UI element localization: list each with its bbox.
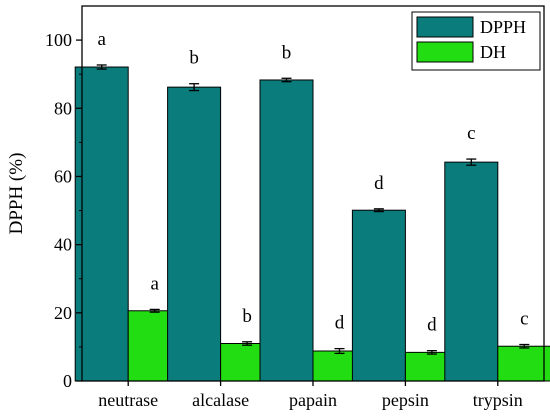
x-axis: neutrase alcalase papain pepsin trypsin <box>98 381 523 410</box>
bar-dpph-pepsin <box>351 209 406 382</box>
letter-dpph-pepsin: d <box>374 173 384 194</box>
letter-dpph-alcalase: b <box>189 48 199 69</box>
letter-dh-papain: d <box>335 313 345 334</box>
letter-dpph-trypsin: c <box>467 123 475 144</box>
error-bars-layer <box>96 64 530 355</box>
y-tick-label-0: 0 <box>63 371 72 391</box>
letter-dpph-neutrase: a <box>97 29 106 50</box>
y-axis-label: DPPH (%) <box>6 153 27 235</box>
bar-dh-trypsin <box>497 345 550 382</box>
bar-dpph-trypsin <box>444 161 499 382</box>
legend-swatch-dh <box>416 41 474 63</box>
bars-layer <box>74 66 550 382</box>
x-tick-label-alcalase: alcalase <box>192 390 249 410</box>
legend: DPPH DH <box>411 11 541 71</box>
y-tick-label-20: 20 <box>54 303 72 323</box>
bar-dpph-papain <box>259 79 314 382</box>
letter-dpph-papain: b <box>282 42 292 63</box>
legend-label-dh: DH <box>480 42 506 62</box>
legend-swatch-dpph <box>416 16 474 38</box>
x-tick-label-trypsin: trypsin <box>473 390 523 410</box>
letter-dh-trypsin: c <box>520 309 528 330</box>
letter-dh-neutrase: a <box>150 273 159 294</box>
y-tick-label-40: 40 <box>54 235 72 255</box>
letter-dh-alcalase: b <box>242 306 252 327</box>
bar-dpph-neutrase <box>74 66 129 382</box>
legend-label-dpph: DPPH <box>480 17 526 37</box>
y-tick-label-80: 80 <box>54 98 72 118</box>
x-tick-label-pepsin: pepsin <box>382 390 429 410</box>
x-tick-label-papain: papain <box>289 390 337 410</box>
y-tick-label-100: 100 <box>45 30 72 50</box>
letter-dh-pepsin: d <box>427 315 437 336</box>
y-tick-label-60: 60 <box>54 166 72 186</box>
significance-letters-layer: a a b b b d d d c c <box>97 29 528 336</box>
x-tick-label-neutrase: neutrase <box>98 390 158 410</box>
bar-dpph-alcalase <box>167 86 222 382</box>
y-axis: 0 20 40 60 80 100 <box>45 30 82 391</box>
